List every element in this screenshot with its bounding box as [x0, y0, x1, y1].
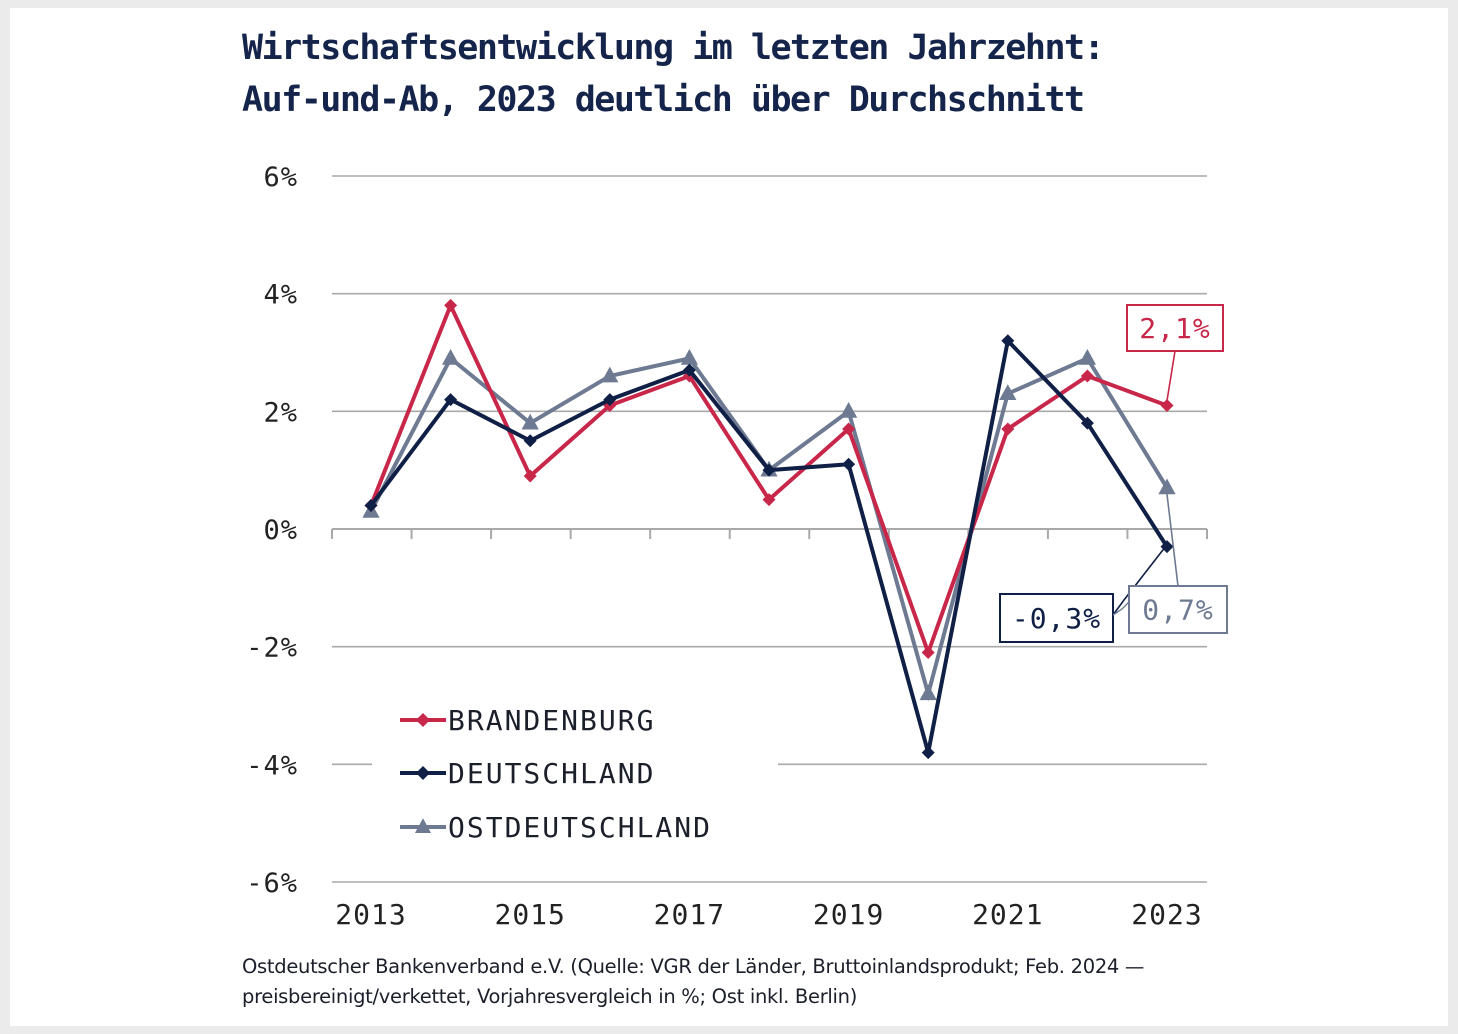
x-tick-label: 2015	[494, 898, 565, 931]
legend-item-deutschland: DEUTSCHLAND	[400, 757, 655, 790]
annotation-box	[1128, 585, 1228, 634]
y-tick-label: -2%	[246, 633, 298, 664]
leader-line	[1112, 545, 1167, 616]
y-tick-label: 6%	[263, 162, 298, 193]
source-line-1: Ostdeutscher Bankenverband e.V. (Quelle:…	[242, 955, 1145, 978]
data-point-triangle	[601, 366, 619, 383]
legend-label: DEUTSCHLAND	[448, 757, 655, 790]
y-tick-label: 2%	[263, 397, 298, 428]
data-point-diamond	[416, 766, 430, 780]
series-line	[369, 355, 1169, 702]
data-point-triangle	[441, 349, 460, 365]
legend-item-brandenburg: BRANDENBURG	[400, 704, 655, 737]
end-value-label-brandenburg: 2,1%	[1126, 304, 1224, 408]
data-point-diamond	[523, 469, 537, 483]
annotation-box	[999, 593, 1114, 643]
data-point-diamond	[921, 746, 935, 760]
data-point-triangle	[1158, 478, 1176, 495]
chart-title-line-1: Wirtschaftsentwicklung im letzten Jahrze…	[242, 28, 1105, 68]
data-point-diamond	[603, 393, 617, 407]
leader-line	[1112, 601, 1130, 616]
data-point-diamond	[1001, 422, 1015, 436]
source-note: Ostdeutscher Bankenverband e.V. (Quelle:…	[242, 952, 1242, 1012]
annotation-layer: 2,1% -0,3% 0,7%	[999, 304, 1228, 643]
annotation-text: 0,7%	[1142, 594, 1213, 627]
series-layer	[362, 298, 1176, 760]
data-point-diamond	[364, 498, 378, 512]
data-point-diamond	[1001, 334, 1015, 348]
y-tick-label: 4%	[263, 280, 298, 311]
chart-title-line-2: Auf-und-Ab, 2023 deutlich über Durchschn…	[242, 80, 1085, 120]
data-point-triangle	[999, 384, 1017, 401]
axis-layer: 6% 4% 2% 0% -2% -4% -6% 2013 2015 2017 2019 2021 202…	[246, 162, 1208, 931]
chart-title: Wirtschaftsentwicklung im letzten Jahrze…	[242, 22, 1105, 126]
data-point-diamond	[842, 422, 856, 436]
data-point-diamond	[444, 393, 458, 407]
series-deutschland	[364, 334, 1174, 760]
source-line-2: preisbereinigt/verkettet, Vorjahresvergl…	[242, 985, 858, 1008]
data-point-diamond	[682, 363, 696, 377]
x-tick-label: 2021	[972, 898, 1043, 931]
chart-card	[10, 8, 1448, 1026]
data-point-diamond	[842, 457, 856, 471]
legend-label: BRANDENBURG	[448, 704, 655, 737]
data-point-triangle	[414, 818, 432, 833]
legend-label: OSTDEUTSCHLAND	[448, 811, 712, 844]
data-point-diamond	[523, 434, 537, 448]
data-point-triangle	[680, 349, 699, 365]
data-point-triangle	[919, 684, 937, 701]
x-tick-label: 2023	[1131, 898, 1202, 931]
data-point-diamond	[762, 493, 776, 507]
data-point-triangle	[1078, 349, 1097, 365]
end-value-label-deutschland: -0,3%	[999, 545, 1167, 643]
end-value-label-ostdeutschland: 0,7%	[1112, 485, 1228, 634]
leader-line	[1165, 350, 1176, 408]
x-tick-label: 2013	[335, 898, 406, 931]
data-point-diamond	[1080, 416, 1094, 430]
y-tick-label: -4%	[246, 750, 298, 781]
data-point-triangle	[521, 413, 539, 430]
data-point-diamond	[762, 463, 776, 477]
data-point-diamond	[416, 713, 430, 727]
data-point-diamond	[444, 298, 458, 312]
legend-item-ostdeutschland: OSTDEUTSCHLAND	[400, 811, 712, 844]
annotation-text: -0,3%	[1012, 602, 1101, 635]
data-point-diamond	[1080, 369, 1094, 383]
annotation-box	[1126, 304, 1224, 352]
legend: BRANDENBURG DEUTSCHLAND OSTDEUTSCHLAND	[372, 692, 778, 850]
annotation-text: 2,1%	[1139, 312, 1210, 345]
y-tick-label: 0%	[263, 515, 298, 546]
data-point-diamond	[921, 646, 935, 660]
data-point-triangle	[839, 401, 858, 418]
x-tick-label: 2019	[813, 898, 884, 931]
y-tick-label: -6%	[246, 868, 298, 899]
leader-line	[1165, 485, 1179, 587]
x-tick-label: 2017	[654, 898, 725, 931]
